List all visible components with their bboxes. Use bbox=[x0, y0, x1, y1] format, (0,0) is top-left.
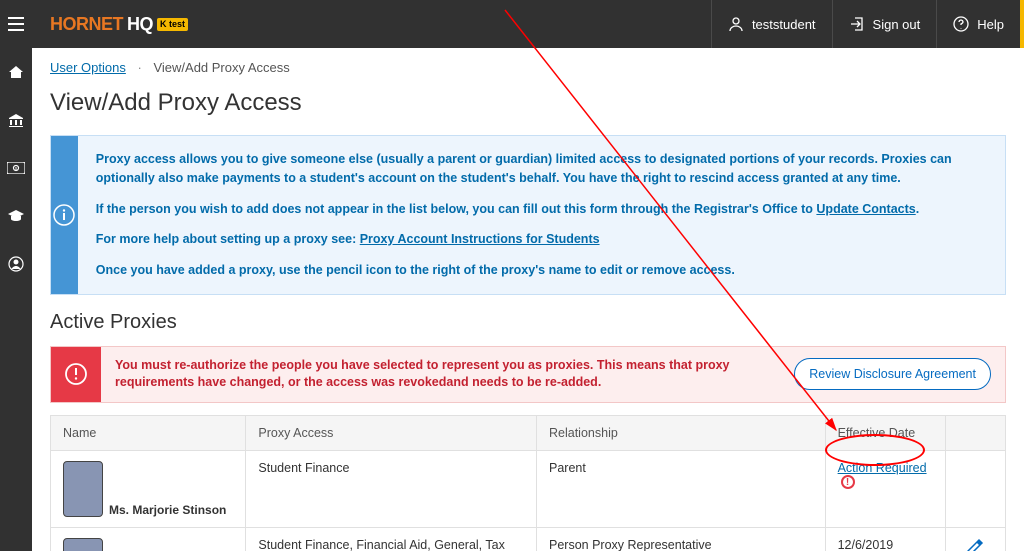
date-cell: 12/6/2019 bbox=[825, 527, 945, 551]
action-alert-icon: ! bbox=[841, 475, 855, 489]
logo-text-2: HQ bbox=[127, 14, 153, 35]
user-icon bbox=[728, 16, 744, 32]
alert-box: You must re-authorize the people you hav… bbox=[50, 346, 1006, 403]
col-name: Name bbox=[51, 415, 246, 450]
page-title: View/Add Proxy Access bbox=[50, 89, 1006, 117]
info-p3a: For more help about setting up a proxy s… bbox=[96, 232, 360, 246]
table-row: Ms. Marjorie Stinson Student FinanceParen… bbox=[51, 450, 1006, 527]
topbar-accent bbox=[1020, 0, 1024, 48]
info-p1: Proxy access allows you to give someone … bbox=[96, 152, 952, 185]
action-required-link[interactable]: Action Required bbox=[838, 461, 927, 475]
edit-cell bbox=[945, 527, 1005, 551]
breadcrumb: User Options · View/Add Proxy Access bbox=[50, 60, 1006, 75]
logo-text-1: HORNET bbox=[50, 14, 123, 35]
signout-icon bbox=[849, 16, 865, 32]
bank-icon[interactable] bbox=[0, 96, 32, 144]
user-menu[interactable]: teststudent bbox=[711, 0, 832, 48]
money-icon[interactable]: s bbox=[0, 144, 32, 192]
rel-cell: Person Proxy Representative bbox=[537, 527, 826, 551]
info-icon bbox=[51, 136, 78, 294]
person-name: Ms. Marjorie Stinson bbox=[109, 503, 226, 517]
topbar: HORNETHQ K test teststudent Sign out Hel… bbox=[32, 0, 1024, 48]
update-contacts-link[interactable]: Update Contacts bbox=[816, 202, 915, 216]
info-body: Proxy access allows you to give someone … bbox=[78, 136, 1005, 294]
user-circle-icon[interactable] bbox=[0, 240, 32, 288]
logo-badge: K test bbox=[157, 18, 188, 31]
review-agreement-button[interactable]: Review Disclosure Agreement bbox=[794, 358, 991, 390]
grad-cap-icon[interactable] bbox=[0, 192, 32, 240]
col-access: Proxy Access bbox=[246, 415, 537, 450]
instructions-link[interactable]: Proxy Account Instructions for Students bbox=[360, 232, 600, 246]
rel-cell: Parent bbox=[537, 450, 826, 527]
col-edit bbox=[945, 415, 1005, 450]
help-icon bbox=[953, 16, 969, 32]
avatar bbox=[63, 461, 103, 517]
access-cell: Student Finance bbox=[246, 450, 537, 527]
logo[interactable]: HORNETHQ K test bbox=[50, 14, 188, 35]
content: User Options · View/Add Proxy Access Vie… bbox=[32, 48, 1024, 551]
info-p4: Once you have added a proxy, use the pen… bbox=[96, 263, 735, 277]
hamburger-icon[interactable] bbox=[0, 0, 32, 48]
table-row: Mr. Joshua L. LullStudent Finance, Finan… bbox=[51, 527, 1006, 551]
edit-icon[interactable] bbox=[966, 543, 984, 551]
svg-text:s: s bbox=[15, 166, 18, 172]
breadcrumb-root[interactable]: User Options bbox=[50, 60, 126, 75]
info-box: Proxy access allows you to give someone … bbox=[50, 135, 1006, 295]
alert-icon bbox=[51, 347, 101, 402]
col-date: Effective Date bbox=[825, 415, 945, 450]
help-label: Help bbox=[977, 17, 1004, 32]
active-proxies-heading: Active Proxies bbox=[50, 311, 1006, 334]
col-rel: Relationship bbox=[537, 415, 826, 450]
access-cell: Student Finance, Financial Aid, General,… bbox=[246, 527, 537, 551]
username: teststudent bbox=[752, 17, 816, 32]
date-cell: Action Required! bbox=[825, 450, 945, 527]
edit-cell bbox=[945, 450, 1005, 527]
avatar bbox=[63, 538, 103, 551]
alert-text: You must re-authorize the people you hav… bbox=[115, 357, 780, 392]
home-icon[interactable] bbox=[0, 48, 32, 96]
info-p2a: If the person you wish to add does not a… bbox=[96, 202, 817, 216]
breadcrumb-current: View/Add Proxy Access bbox=[153, 60, 289, 75]
signout-label: Sign out bbox=[873, 17, 921, 32]
help-button[interactable]: Help bbox=[936, 0, 1020, 48]
signout-button[interactable]: Sign out bbox=[832, 0, 937, 48]
breadcrumb-sep: · bbox=[138, 60, 142, 75]
proxies-table: Name Proxy Access Relationship Effective… bbox=[50, 415, 1006, 551]
sidebar: s bbox=[0, 0, 32, 551]
